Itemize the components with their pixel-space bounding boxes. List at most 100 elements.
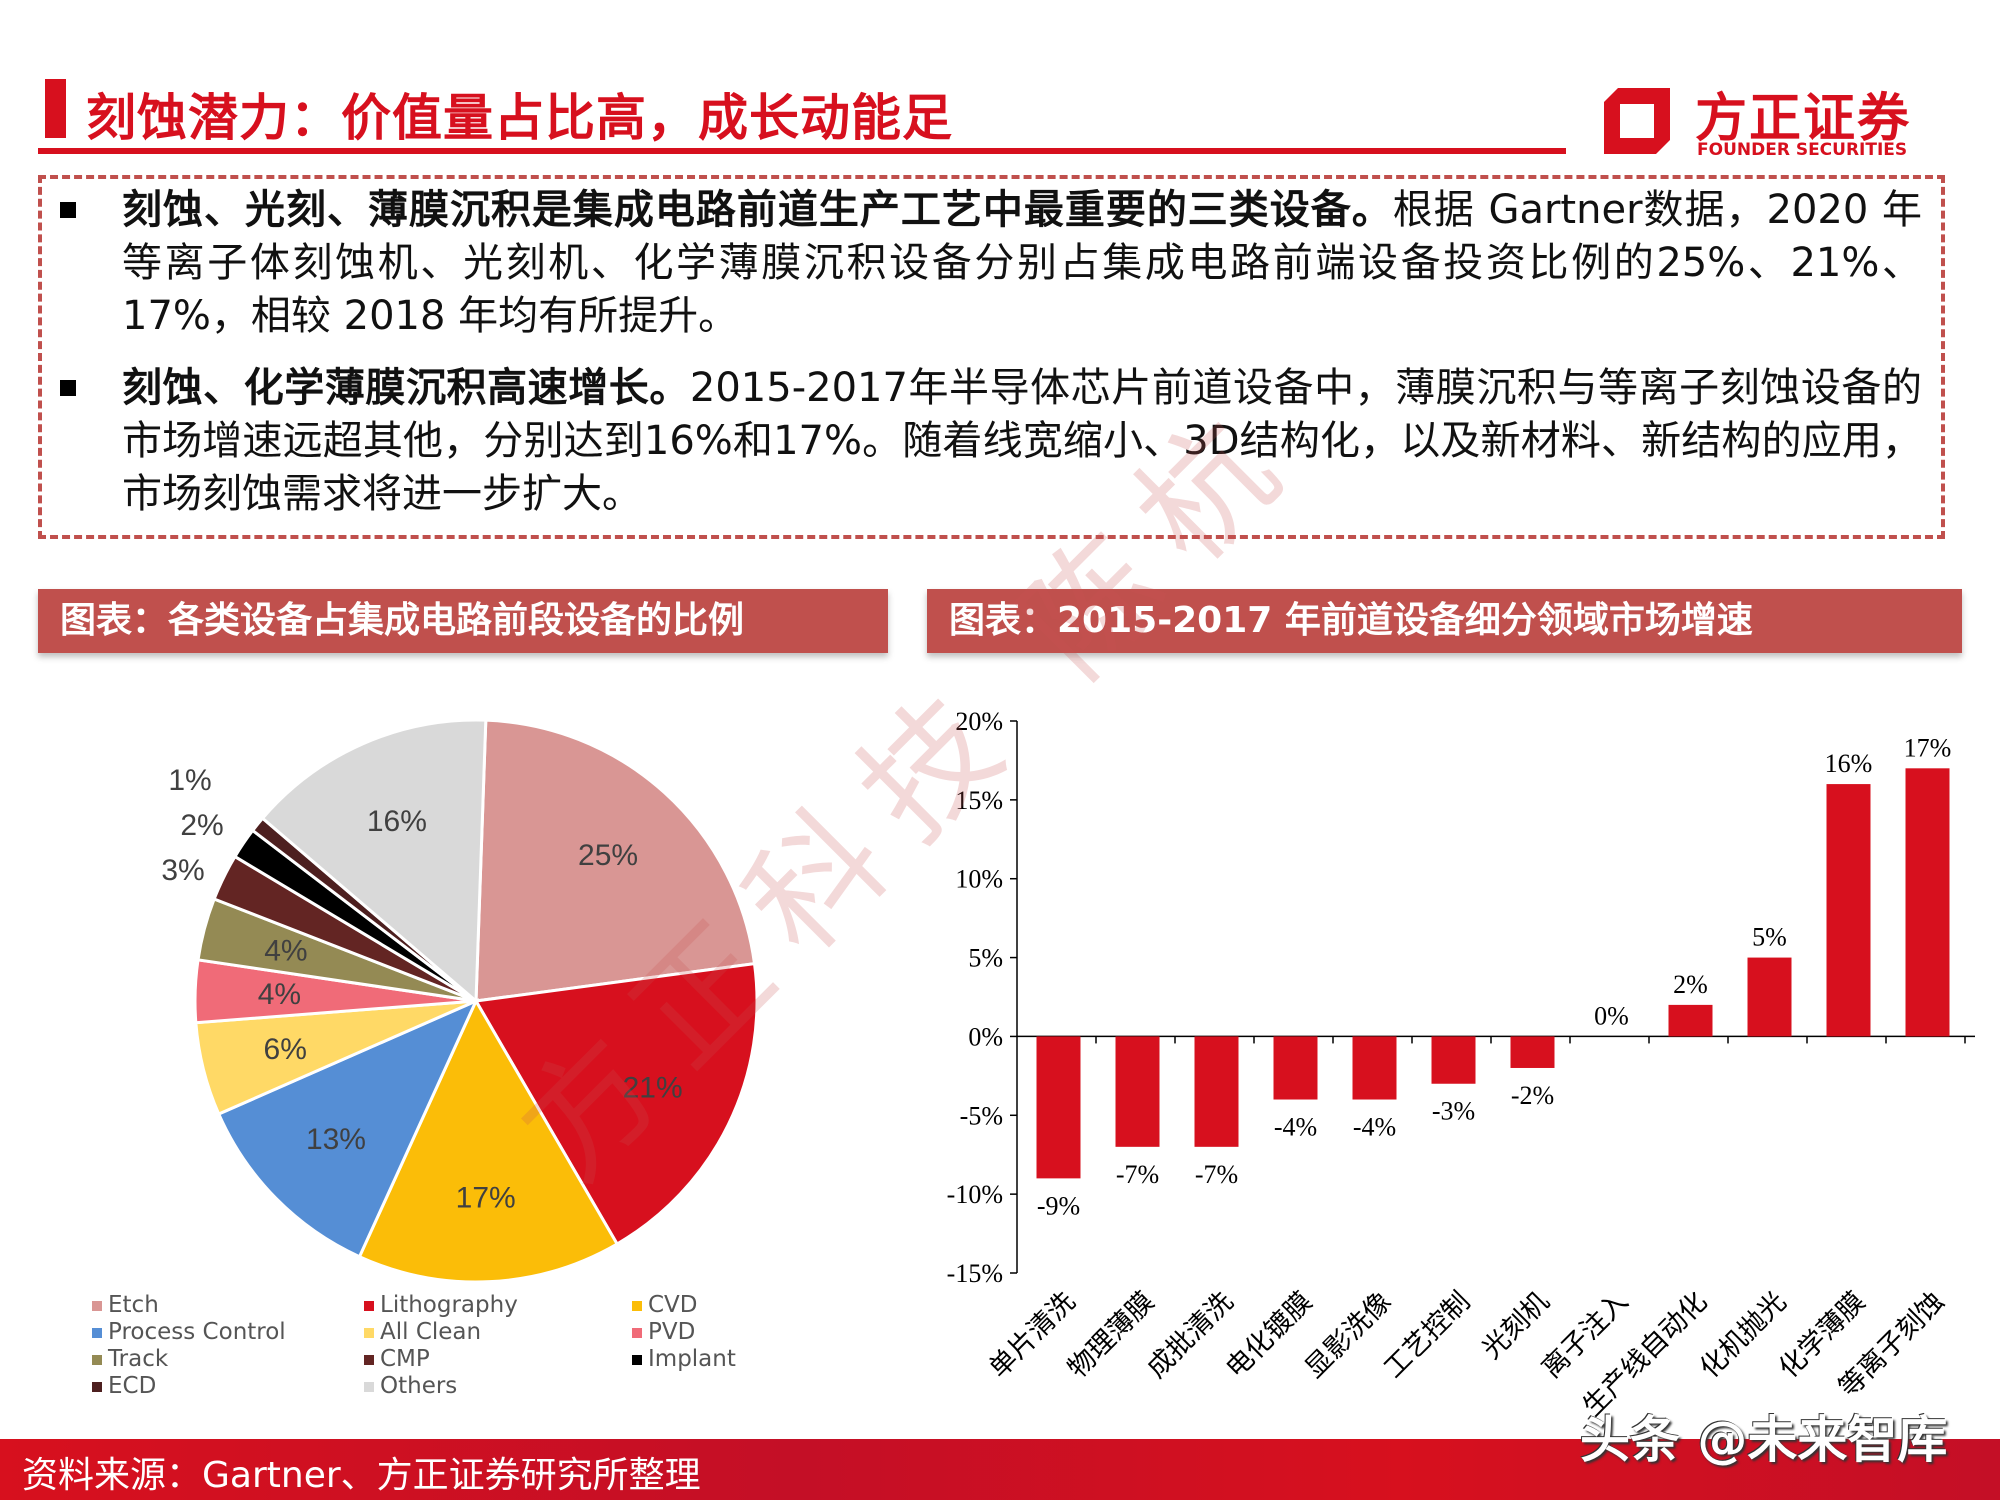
legend-swatch <box>364 1354 374 1365</box>
bullet-1-text: 根据 Gartner数据，2020 年等离子体刻蚀机、光刻机、化学薄膜沉积设备分… <box>122 187 1922 339</box>
x-category-label: 光刻机 <box>1476 1286 1555 1365</box>
legend-swatch <box>364 1381 374 1392</box>
bar-data-label: 5% <box>1752 923 1787 952</box>
legend-label: Track <box>108 1346 169 1372</box>
legend-swatch <box>92 1300 102 1311</box>
legend-swatch <box>632 1354 642 1365</box>
bar-data-label: -4% <box>1274 1113 1317 1142</box>
bullet-2-text: 2015-2017年半导体芯片前道设备中，薄膜沉积与等离子刻蚀设备的市场增速远超… <box>122 365 1922 517</box>
legend-item: Others <box>364 1373 457 1399</box>
pie-data-label: 17% <box>456 1181 516 1214</box>
y-tick-label: 5% <box>968 944 1003 973</box>
legend-label: Others <box>380 1373 458 1399</box>
y-tick-label: -5% <box>960 1101 1003 1130</box>
x-category-label: 化机抛光 <box>1694 1286 1792 1384</box>
y-tick-label: 20% <box>955 707 1003 736</box>
pie-data-label: 6% <box>264 1033 307 1066</box>
legend-item: PVD <box>632 1319 695 1345</box>
legend-swatch <box>92 1354 102 1365</box>
x-category-label: 物理薄膜 <box>1062 1286 1160 1384</box>
legend-item: CVD <box>632 1292 698 1318</box>
bar-等离子刻蚀 <box>1905 768 1950 1037</box>
bar-物理薄膜 <box>1115 1036 1160 1147</box>
x-category-label: 显影洗像 <box>1299 1286 1397 1384</box>
pie-data-label: 4% <box>258 978 301 1011</box>
pie-data-label: 2% <box>180 809 223 842</box>
bar-data-label: 17% <box>1904 733 1952 762</box>
bar-data-label: 2% <box>1673 970 1708 999</box>
pie-slice-process-control <box>216 998 479 1259</box>
title-underline <box>38 148 1566 154</box>
pie-slice-cvd <box>357 997 620 1284</box>
pie-data-label: 1% <box>168 764 211 797</box>
source-note: 资料来源：Gartner、方正证券研究所整理 <box>22 1455 701 1496</box>
x-category-label: 电化镀膜 <box>1220 1286 1318 1384</box>
legend-label: Lithography <box>380 1292 518 1318</box>
legend-label: All Clean <box>380 1319 482 1345</box>
bar-显影洗像 <box>1352 1036 1397 1100</box>
legend-label: Etch <box>108 1292 159 1318</box>
pie-data-label: 3% <box>161 854 204 887</box>
y-tick-label: 10% <box>955 865 1003 894</box>
watermark-corner: 头条 @未来智库 <box>1580 1411 1948 1469</box>
legend-label: ECD <box>108 1373 157 1399</box>
bullet-1-heading: 刻蚀、光刻、薄膜沉积是集成电路前道生产工艺中最重要的三类设备。 <box>122 187 1393 233</box>
founder-securities-logo: 方正证券 FOUNDER SECURITIES <box>1600 76 1930 166</box>
legend-label: PVD <box>648 1319 696 1345</box>
x-category-label: 成批清洗 <box>1141 1286 1239 1384</box>
pie-data-label: 16% <box>367 805 427 838</box>
x-category-label: 单片清洗 <box>983 1286 1081 1384</box>
bar-生产线自动化 <box>1668 1004 1713 1037</box>
legend-item: ECD <box>92 1373 156 1399</box>
pie-slice-others <box>260 718 488 1005</box>
pie-slice-etch <box>474 718 757 1003</box>
legend-item: Implant <box>632 1346 736 1372</box>
legend-swatch <box>364 1327 374 1338</box>
bullet-icon <box>60 380 76 396</box>
page-title: 刻蚀潜力：价值量占比高，成长动能足 <box>86 89 953 147</box>
legend-swatch <box>632 1300 642 1311</box>
logo-mark-icon <box>1604 88 1670 154</box>
legend-item: All Clean <box>364 1319 481 1345</box>
bar-单片清洗 <box>1036 1036 1081 1179</box>
legend-label: Process Control <box>108 1319 286 1345</box>
legend-swatch <box>364 1300 374 1311</box>
bar-chart-header: 图表：2015-2017 年前道设备细分领域市场增速 <box>927 589 1962 653</box>
bar-data-label: 0% <box>1594 1001 1629 1030</box>
y-tick-label: -15% <box>947 1259 1003 1288</box>
y-tick-label: 0% <box>968 1022 1003 1051</box>
title-marker <box>45 79 66 138</box>
footer-bar <box>0 1439 2000 1500</box>
bar-化学薄膜 <box>1826 784 1871 1037</box>
legend-item: Process Control <box>92 1319 286 1345</box>
legend-item: Lithography <box>364 1292 518 1318</box>
legend-item: Etch <box>92 1292 159 1318</box>
bar-data-label: -4% <box>1353 1113 1396 1142</box>
pie-chart-header: 图表：各类设备占集成电路前段设备的比例 <box>38 589 888 653</box>
pie-chart: 25% 21% 17% 13% 6% 4% 4% 3% 2% 1% 16% <box>161 718 759 1284</box>
pie-data-label: 13% <box>306 1123 366 1156</box>
bar-data-label: -2% <box>1511 1081 1554 1110</box>
y-tick-label: -10% <box>947 1180 1003 1209</box>
bar-data-label: -7% <box>1116 1160 1159 1189</box>
legend-item: CMP <box>364 1346 430 1372</box>
bar-化机抛光 <box>1747 957 1792 1037</box>
pie-data-label: 25% <box>578 839 638 872</box>
pie-data-label: 4% <box>264 935 307 968</box>
legend-label: Implant <box>648 1346 736 1372</box>
legend-swatch <box>92 1381 102 1392</box>
summary-box <box>38 175 1945 539</box>
logo-text-en: FOUNDER SECURITIES <box>1697 140 1908 160</box>
bar-光刻机 <box>1510 1036 1555 1068</box>
bullet-paragraph-1: 刻蚀、光刻、薄膜沉积是集成电路前道生产工艺中最重要的三类设备。根据 Gartne… <box>122 184 1922 343</box>
bullet-paragraph-2: 刻蚀、化学薄膜沉积高速增长。2015-2017年半导体芯片前道设备中，薄膜沉积与… <box>122 362 1922 521</box>
pie-data-label: 21% <box>623 1072 683 1105</box>
pie-slice-lithography <box>473 961 759 1247</box>
bar-工艺控制 <box>1431 1036 1476 1084</box>
legend-swatch <box>632 1327 642 1338</box>
bullet-icon <box>60 202 76 218</box>
bar-data-label: -3% <box>1432 1097 1475 1126</box>
bar-data-label: -7% <box>1195 1160 1238 1189</box>
bullet-2-heading: 刻蚀、化学薄膜沉积高速增长。 <box>122 365 690 411</box>
legend-label: CVD <box>648 1292 698 1318</box>
